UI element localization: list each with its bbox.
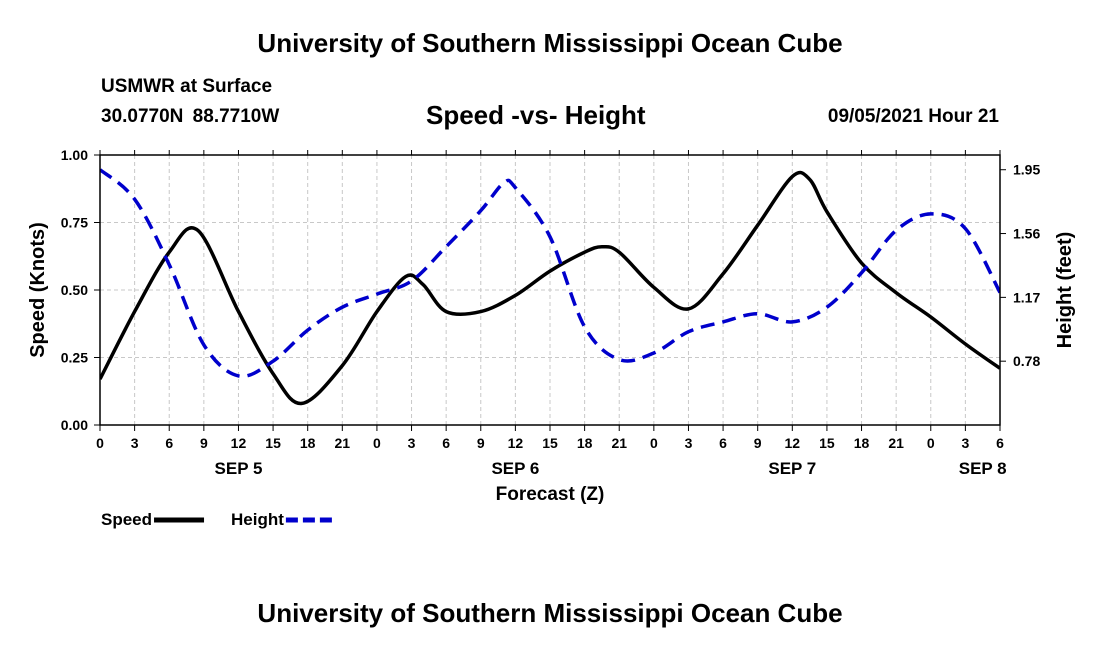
y2-tick-label: 1.56: [1013, 226, 1040, 242]
x-tick-label: 6: [719, 435, 727, 451]
speed-series-line: [100, 170, 1000, 406]
x-tick-label: 9: [200, 435, 208, 451]
y2-axis-label: Height (feet): [1054, 232, 1076, 349]
x-tick-label: 15: [265, 435, 281, 451]
x-tick-label: 3: [131, 435, 139, 451]
x-tick-label: 9: [477, 435, 485, 451]
x-tick-label: 6: [442, 435, 450, 451]
height-series-line: [100, 168, 1000, 379]
x-tick-label: 3: [685, 435, 693, 451]
x-tick-label: 12: [785, 435, 801, 451]
chart-title: Speed -vs- Height: [426, 100, 646, 130]
y-tick-label: 0.50: [61, 282, 88, 298]
x-tick-label: 0: [96, 435, 104, 451]
x-tick-label: 12: [231, 435, 247, 451]
x-day-label: SEP 8: [959, 459, 1007, 478]
y-axis-label: Speed (Knots): [27, 222, 49, 358]
x-tick-label: 0: [373, 435, 381, 451]
chart-series: [100, 168, 1000, 406]
station-coordinates: 30.0770N 88.7710W: [101, 106, 280, 127]
chart-legend: Speed Height: [101, 510, 336, 529]
y2-tick-label: 1.95: [1013, 162, 1040, 178]
footer-title: University of Southern Mississippi Ocean…: [257, 598, 843, 628]
x-tick-label: 9: [754, 435, 762, 451]
main-title: University of Southern Mississippi Ocean…: [257, 28, 843, 58]
y-tick-label: 0.75: [61, 215, 88, 231]
x-tick-label: 18: [300, 435, 316, 451]
y2-tick-label: 0.78: [1013, 353, 1040, 369]
x-tick-label: 0: [927, 435, 935, 451]
x-tick-label: 6: [165, 435, 173, 451]
x-axis-label: Forecast (Z): [496, 484, 605, 505]
chart-datetime: 09/05/2021 Hour 21: [827, 106, 999, 127]
x-tick-label: 18: [854, 435, 870, 451]
x-day-label: SEP 5: [215, 459, 263, 478]
x-tick-label: 3: [961, 435, 969, 451]
x-tick-label: 6: [996, 435, 1004, 451]
legend-label-speed: Speed: [101, 510, 152, 529]
x-tick-label: 12: [508, 435, 524, 451]
y-tick-label: 0.25: [61, 350, 88, 366]
legend-label-height: Height: [231, 510, 284, 529]
chart-grid: [100, 155, 1000, 425]
chart-axes: 0 3 6 9 12 15 18 21 0 3 6 9 12 15 18 21 0 3 6 9 12 15 18 21 0 3 6 S…: [61, 147, 1041, 478]
x-tick-label: 3: [408, 435, 416, 451]
x-tick-label: 15: [542, 435, 558, 451]
x-tick-label: 0: [650, 435, 658, 451]
y-tick-label: 1.00: [61, 147, 88, 163]
y2-tick-label: 1.17: [1013, 289, 1040, 305]
x-tick-label: 15: [819, 435, 835, 451]
y-tick-label: 0.00: [61, 417, 88, 433]
x-tick-label: 21: [611, 435, 627, 451]
x-tick-label: 21: [335, 435, 351, 451]
x-tick-label: 18: [577, 435, 593, 451]
x-tick-label: 21: [888, 435, 904, 451]
x-day-label: SEP 6: [491, 459, 539, 478]
station-name: USMWR at Surface: [101, 76, 273, 97]
x-day-label: SEP 7: [768, 459, 816, 478]
